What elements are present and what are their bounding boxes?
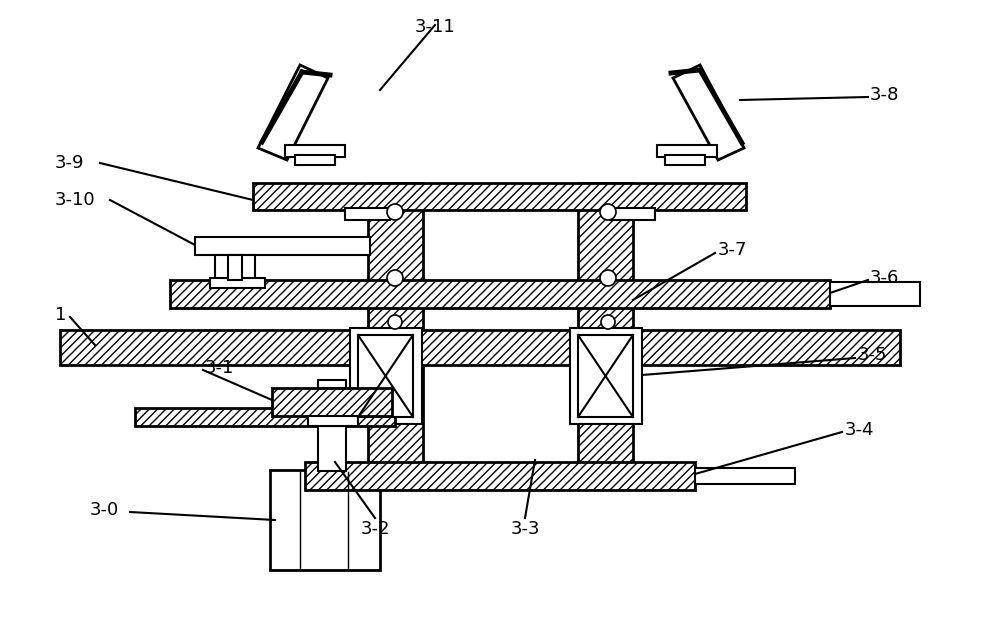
Text: 3-5: 3-5	[858, 346, 888, 364]
Bar	[665, 155, 705, 165]
Bar	[253, 183, 746, 210]
Bar	[195, 237, 370, 255]
Bar	[570, 328, 642, 424]
Text: 1: 1	[55, 306, 66, 324]
Circle shape	[387, 204, 403, 220]
Text: 3-1: 3-1	[205, 359, 234, 377]
Polygon shape	[673, 65, 744, 160]
Circle shape	[601, 315, 615, 329]
Bar	[270, 470, 380, 570]
Bar	[830, 282, 920, 306]
Bar	[135, 408, 395, 426]
Bar	[272, 388, 392, 416]
Bar	[318, 380, 346, 388]
Text: 3-9: 3-9	[55, 154, 84, 172]
Bar	[695, 468, 795, 484]
Bar	[60, 330, 900, 365]
Bar	[657, 145, 717, 157]
Circle shape	[600, 270, 616, 286]
Text: 3-4: 3-4	[845, 421, 874, 439]
Bar	[345, 208, 390, 220]
Text: 3-2: 3-2	[360, 520, 390, 538]
Text: 3-0: 3-0	[90, 501, 119, 519]
Bar	[295, 155, 335, 165]
Bar	[305, 462, 695, 490]
Bar	[285, 145, 345, 157]
Bar	[308, 416, 358, 426]
Polygon shape	[258, 65, 328, 160]
Bar	[358, 335, 413, 417]
Text: 3-8: 3-8	[870, 86, 899, 104]
Bar	[610, 208, 655, 220]
Bar	[578, 335, 633, 417]
Bar	[368, 183, 423, 475]
Text: 3-11: 3-11	[415, 18, 455, 36]
Bar	[228, 255, 242, 280]
Bar	[318, 426, 346, 471]
Circle shape	[388, 315, 402, 329]
Text: 3-6: 3-6	[870, 269, 899, 287]
Bar	[210, 278, 265, 288]
Text: 3-3: 3-3	[510, 520, 540, 538]
Circle shape	[600, 204, 616, 220]
Bar	[578, 183, 633, 475]
Text: 3-7: 3-7	[718, 241, 748, 259]
Bar	[215, 255, 255, 280]
Bar	[170, 280, 830, 308]
Text: 3-10: 3-10	[55, 191, 96, 209]
Circle shape	[387, 270, 403, 286]
Bar	[350, 328, 422, 424]
